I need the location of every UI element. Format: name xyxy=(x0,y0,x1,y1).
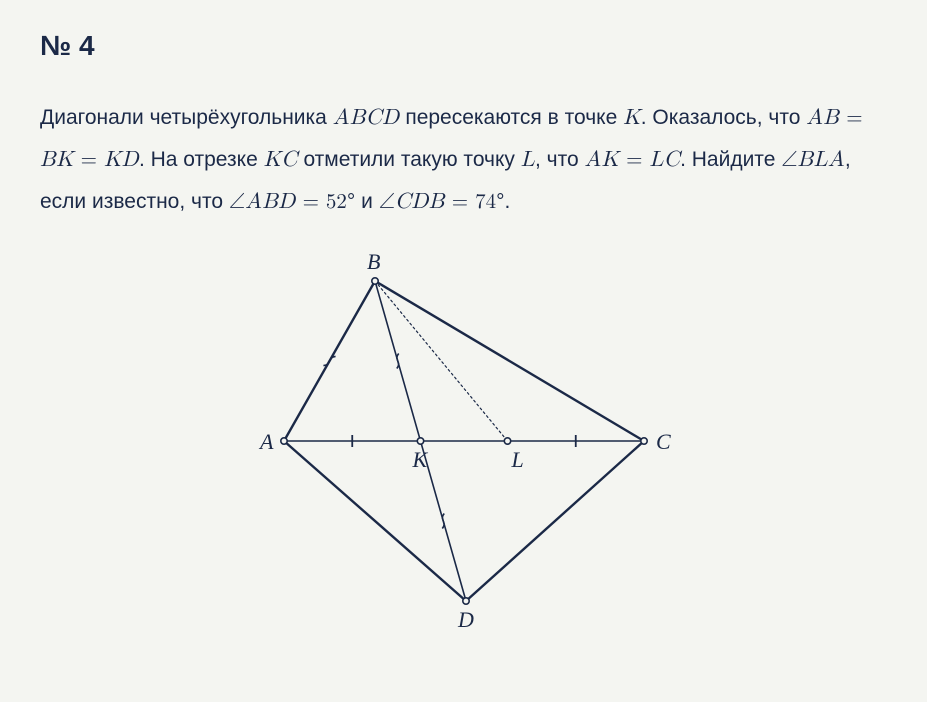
text: отметили такую точку xyxy=(298,148,521,171)
text: пересекаются в точке xyxy=(399,106,623,129)
text: Диагонали четырёхугольника xyxy=(40,106,333,129)
svg-text:A: A xyxy=(258,429,274,454)
math-kd: KD xyxy=(104,149,139,171)
text: и xyxy=(355,190,378,213)
math-cdb: CDB xyxy=(395,191,445,213)
math-ak: AK xyxy=(585,149,620,171)
math-k: K xyxy=(623,107,641,129)
math-lc: LC xyxy=(649,149,680,171)
angle-sym: ∠ xyxy=(229,192,245,213)
eq: = xyxy=(839,108,862,129)
num: 52 xyxy=(326,192,347,213)
math-abcd: ABCD xyxy=(333,107,400,129)
eq: = xyxy=(619,150,649,171)
math-ab: AB xyxy=(806,107,839,129)
math-kc: KC xyxy=(264,149,298,171)
eq: = xyxy=(445,192,475,213)
figure-container: A B C D K L xyxy=(40,241,887,646)
svg-text:K: K xyxy=(411,447,428,472)
math-bla: BLA xyxy=(798,149,845,171)
eq: = xyxy=(74,150,104,171)
text: . Найдите xyxy=(680,148,781,171)
math-bk: BK xyxy=(40,149,74,171)
eq: = xyxy=(296,192,326,213)
text: , что xyxy=(535,148,585,171)
svg-text:B: B xyxy=(367,249,380,274)
num: 74 xyxy=(475,192,496,213)
geometry-figure: A B C D K L xyxy=(244,241,684,641)
text: . xyxy=(505,190,511,213)
svg-text:C: C xyxy=(656,429,671,454)
problem-statement: Диагонали четырёхугольника ABCD пересека… xyxy=(40,98,887,223)
svg-text:D: D xyxy=(457,607,474,632)
text: . Оказалось, что xyxy=(641,106,807,129)
angle-sym: ∠ xyxy=(781,150,797,171)
math-l: L xyxy=(521,149,535,171)
problem-number: № 4 xyxy=(40,30,887,62)
deg: ° xyxy=(496,190,504,213)
math-abd: ABD xyxy=(245,191,295,213)
angle-sym: ∠ xyxy=(379,192,395,213)
svg-text:L: L xyxy=(510,447,523,472)
text: . На отрезке xyxy=(139,148,264,171)
